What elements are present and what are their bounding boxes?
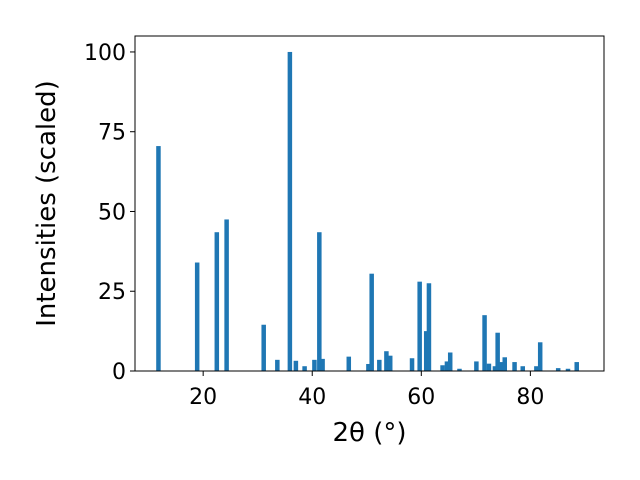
bar	[287, 51, 293, 371]
bar	[502, 357, 507, 371]
bar	[317, 232, 322, 371]
bar	[565, 368, 571, 371]
bar	[444, 361, 450, 371]
x-tick-label: 20	[189, 385, 217, 410]
x-tick-label: 60	[407, 385, 435, 410]
y-tick-label: 100	[84, 41, 126, 66]
bar	[574, 362, 579, 371]
bar	[275, 359, 280, 371]
y-axis-label: Intensities (scaled)	[32, 80, 62, 327]
bar	[512, 362, 517, 371]
y-tick-label: 25	[98, 280, 126, 305]
y-tick-label: 50	[98, 200, 126, 225]
bar	[423, 331, 429, 371]
bar	[214, 232, 220, 371]
bar	[482, 315, 487, 371]
x-tick-label: 80	[516, 385, 544, 410]
bar	[312, 359, 317, 371]
x-axis-label: 2θ (°)	[332, 418, 406, 448]
bar	[555, 368, 561, 371]
bar	[409, 358, 415, 371]
bar	[474, 361, 479, 371]
bar	[302, 366, 307, 371]
y-tick-label: 0	[112, 360, 126, 385]
bar	[194, 262, 200, 371]
bar	[156, 146, 161, 371]
bar-group	[156, 51, 579, 371]
bar	[369, 273, 374, 371]
bar	[384, 351, 389, 371]
bar	[387, 355, 393, 371]
bar	[495, 332, 500, 371]
bar	[534, 366, 539, 371]
bar	[426, 283, 432, 371]
bar	[366, 363, 371, 371]
bar	[320, 358, 325, 371]
bar	[377, 359, 382, 371]
bar	[457, 368, 462, 371]
x-axis: 20 40 60 80	[189, 371, 544, 410]
bar	[537, 342, 543, 371]
bar	[261, 324, 266, 371]
bar	[224, 219, 229, 371]
y-tick-label: 75	[98, 121, 126, 146]
y-axis: 0 25 50 75 100	[84, 41, 135, 385]
bar	[498, 362, 504, 371]
bar	[486, 363, 492, 371]
bar	[440, 365, 445, 371]
x-tick-label: 40	[298, 385, 326, 410]
bar	[520, 366, 525, 371]
bar	[346, 356, 352, 371]
bar	[492, 366, 498, 371]
bar	[293, 360, 299, 371]
bar	[447, 352, 453, 371]
plot-frame	[134, 35, 605, 372]
bar	[417, 281, 422, 371]
